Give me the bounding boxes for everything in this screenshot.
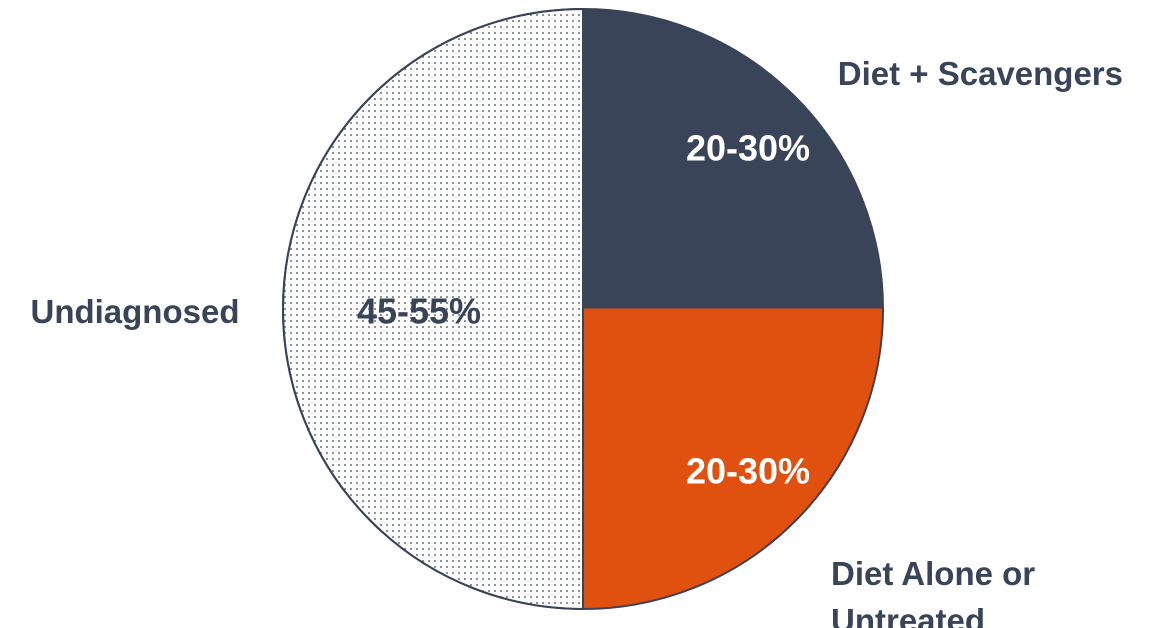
slice-category-label-line: Undiagnosed [30, 293, 239, 330]
slice-category-labels: Diet + Scavengers Diet Alone or Untreated U… [30, 55, 1123, 628]
slice-category-label-line: Diet + Scavengers [838, 55, 1123, 92]
slice-category-label-line: Diet Alone or [831, 555, 1035, 592]
slice-value-labels: 20-30% 20-30% 45-55% [357, 128, 810, 492]
slice-value-label: 45-55% [357, 291, 481, 332]
slice-category-label: Diet Alone or Untreated [831, 555, 1035, 628]
slice-category-label-line: Untreated [831, 602, 985, 628]
pie-slices [282, 7, 884, 611]
slice-category-label: Diet + Scavengers [838, 55, 1123, 92]
slice-category-label: Undiagnosed [30, 293, 239, 330]
pie-outline [282, 8, 884, 610]
slice-value-label: 20-30% [686, 128, 810, 169]
slice-value-label: 20-30% [686, 451, 810, 492]
